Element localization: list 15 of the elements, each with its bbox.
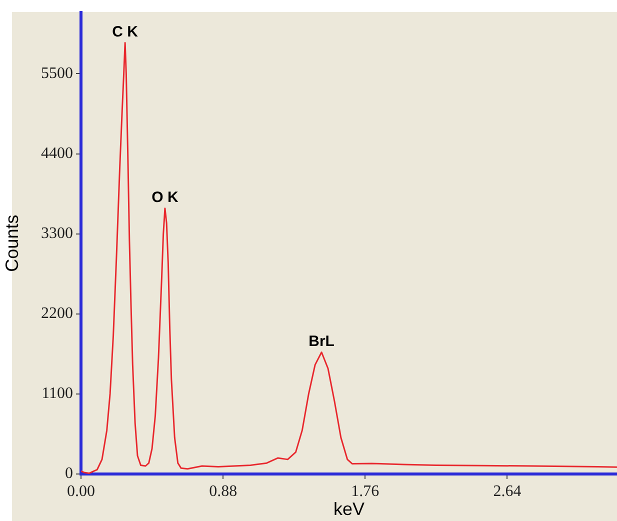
y-tick-label: 4400 xyxy=(41,144,73,162)
y-tick-label: 2200 xyxy=(41,305,73,322)
x-tick-label: 0.88 xyxy=(209,482,238,500)
y-axis-title: Counts xyxy=(2,214,22,272)
x-tick-label: 1.76 xyxy=(351,482,380,500)
y-tick-label: 0 xyxy=(65,465,73,482)
x-tick-label: 2.64 xyxy=(493,482,522,500)
annotation: O K xyxy=(152,189,178,206)
y-tick-label: 3300 xyxy=(41,225,73,242)
annotation: BrL xyxy=(308,332,334,350)
x-axis-title: keV xyxy=(333,499,365,520)
y-tick-label: 1100 xyxy=(42,385,73,402)
x-tick-label: 0.00 xyxy=(67,482,95,500)
y-tick-label: 5500 xyxy=(41,64,73,82)
annotation: C K xyxy=(112,23,138,40)
